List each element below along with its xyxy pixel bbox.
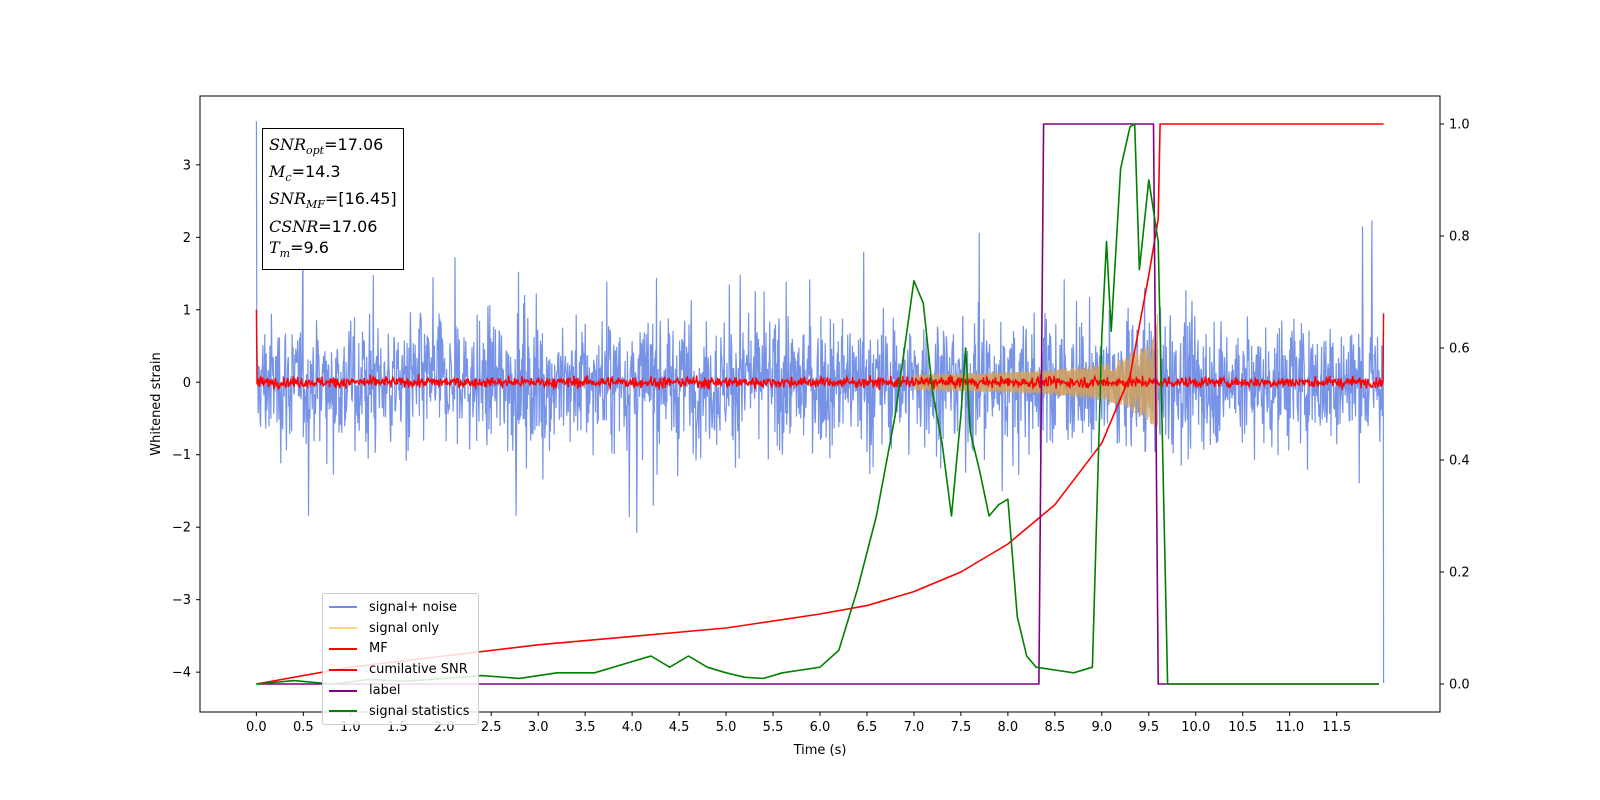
y-right-tick-label: 0.0 bbox=[1449, 678, 1470, 693]
y-tick-label: 0 bbox=[183, 376, 191, 391]
legend-swatch bbox=[329, 668, 357, 671]
x-tick-label: 5.0 bbox=[716, 720, 737, 735]
snr-mf-line: SNRMF=[16.45] bbox=[269, 188, 397, 215]
y-right-tick-label: 1.0 bbox=[1449, 118, 1470, 133]
x-tick-label: 9.0 bbox=[1091, 720, 1112, 735]
legend-item-signal-noise: signal+ noise bbox=[329, 597, 470, 618]
legend-swatch bbox=[329, 606, 357, 609]
y-right-tick-label: 0.6 bbox=[1449, 342, 1470, 357]
y-tick-label: −1 bbox=[172, 448, 191, 463]
series-signal-statistics bbox=[256, 123, 1379, 685]
snr-opt-subscript: opt bbox=[306, 144, 325, 158]
y-axis-label: Whitened strain bbox=[149, 352, 164, 455]
y-tick-label: 3 bbox=[183, 158, 191, 173]
x-tick-label: 6.5 bbox=[857, 720, 878, 735]
chirp-mass-line: Mc=14.3 bbox=[269, 161, 397, 188]
chirp-mass-subscript: c bbox=[285, 171, 292, 185]
merger-time-line: Tm=9.6 bbox=[269, 237, 397, 264]
y-tick-label: −2 bbox=[172, 521, 191, 536]
x-tick-label: 7.0 bbox=[904, 720, 925, 735]
snr-mf-value: =[16.45] bbox=[324, 189, 397, 209]
legend-item-signal-statistics: signal statistics bbox=[329, 701, 470, 722]
merger-time-symbol: T bbox=[269, 237, 280, 257]
series-mf bbox=[255, 309, 1385, 391]
series-label bbox=[256, 123, 1379, 685]
legend-label: signal only bbox=[369, 620, 440, 636]
snr-opt-symbol: SNR bbox=[269, 135, 307, 154]
y-axis-left-ticks: −4 −3 −2 −1 0 1 2 3 bbox=[172, 158, 200, 681]
metrics-annotation-box: SNRopt=17.06 Mc=14.3 SNRMF=[16.45] CSNR=… bbox=[262, 128, 404, 270]
legend-swatch bbox=[329, 710, 357, 713]
x-tick-label: 10.0 bbox=[1181, 720, 1210, 735]
x-tick-label: 6.0 bbox=[810, 720, 831, 735]
y-tick-label: −3 bbox=[172, 593, 191, 608]
legend-item-cumulative-snr: cumilative SNR bbox=[329, 659, 470, 680]
legend-item-mf: MF bbox=[329, 639, 470, 660]
legend-label: MF bbox=[369, 641, 388, 657]
snr-opt-value: =17.06 bbox=[324, 135, 384, 154]
legend-swatch bbox=[329, 627, 357, 630]
x-tick-label: 8.5 bbox=[1045, 720, 1066, 735]
csnr-symbol: CSNR bbox=[269, 216, 319, 236]
x-tick-label: 3.0 bbox=[528, 720, 549, 735]
legend-label: cumilative SNR bbox=[369, 662, 468, 678]
x-tick-label: 4.5 bbox=[669, 720, 690, 735]
y-right-tick-label: 0.2 bbox=[1449, 566, 1470, 581]
legend-label: label bbox=[369, 683, 401, 699]
plot-area bbox=[255, 121, 1385, 685]
merger-time-value: =9.6 bbox=[290, 237, 329, 257]
x-tick-label: 7.5 bbox=[951, 720, 972, 735]
x-tick-label: 3.5 bbox=[575, 720, 596, 735]
legend-swatch bbox=[329, 647, 357, 650]
chirp-mass-symbol: M bbox=[269, 162, 286, 182]
x-tick-label: 5.5 bbox=[763, 720, 784, 735]
y-axis-right-ticks: 0.0 0.2 0.4 0.6 0.8 1.0 bbox=[1440, 118, 1470, 693]
legend-label: signal+ noise bbox=[369, 599, 458, 615]
x-tick-label: 4.0 bbox=[622, 720, 643, 735]
csnr-value: =17.06 bbox=[318, 216, 378, 236]
merger-time-subscript: m bbox=[279, 246, 291, 260]
csnr-line: CSNR=17.06 bbox=[269, 216, 397, 237]
y-tick-label: 1 bbox=[183, 303, 191, 318]
legend-item-signal-only: signal only bbox=[329, 618, 470, 639]
chart-legend: signal+ noise signal only MF cumilative … bbox=[322, 593, 479, 725]
x-tick-label: 0.0 bbox=[246, 720, 267, 735]
series-signal-noise bbox=[255, 121, 1385, 684]
series-cumulative-snr bbox=[256, 123, 1384, 685]
x-tick-label: 11.0 bbox=[1275, 720, 1304, 735]
y-tick-label: −4 bbox=[172, 666, 191, 681]
y-right-tick-label: 0.4 bbox=[1449, 454, 1470, 469]
x-tick-label: 9.5 bbox=[1138, 720, 1159, 735]
snr-mf-symbol: SNR bbox=[269, 189, 307, 209]
y-tick-label: 2 bbox=[183, 231, 191, 246]
snr-mf-subscript: MF bbox=[306, 198, 325, 212]
snr-opt-line: SNRopt=17.06 bbox=[269, 134, 397, 161]
y-right-tick-label: 0.8 bbox=[1449, 230, 1470, 245]
legend-label: signal statistics bbox=[369, 703, 470, 719]
chirp-mass-value: =14.3 bbox=[291, 162, 341, 182]
legend-item-label: label bbox=[329, 680, 470, 701]
x-tick-label: 11.5 bbox=[1322, 720, 1351, 735]
legend-swatch bbox=[329, 689, 357, 692]
x-tick-label: 0.5 bbox=[293, 720, 314, 735]
x-tick-label: 8.0 bbox=[998, 720, 1019, 735]
x-tick-label: 2.5 bbox=[481, 720, 502, 735]
x-axis-label: Time (s) bbox=[793, 743, 847, 758]
x-tick-label: 10.5 bbox=[1228, 720, 1257, 735]
x-axis-ticks: 0.0 0.5 1.0 1.5 2.0 2.5 3.0 3.5 4.0 4.5 5.0 5.5 6.0 6… bbox=[246, 712, 1351, 735]
